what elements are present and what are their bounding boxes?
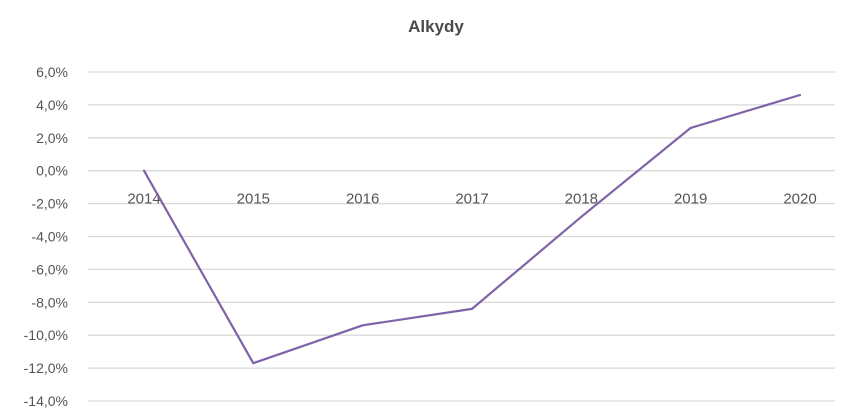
x-tick-label: 2018	[565, 191, 598, 208]
data-point	[688, 125, 693, 130]
x-tick-label: 2014	[127, 191, 160, 208]
series-layer	[142, 93, 803, 366]
y-tick-label: 2,0%	[36, 130, 68, 146]
data-point	[798, 93, 803, 98]
y-tick-label: -2,0%	[31, 196, 68, 212]
x-tick-label: 2017	[455, 191, 488, 208]
data-point	[360, 323, 365, 328]
y-tick-label: 0,0%	[36, 163, 68, 179]
x-axis-tick-labels: 2014 2015 2016 2017 2018 2019 2020	[127, 191, 816, 208]
data-point	[579, 214, 584, 219]
gridlines	[88, 71, 835, 402]
y-tick-label: -12,0%	[24, 360, 68, 376]
y-tick-label: 6,0%	[36, 64, 68, 80]
series-line	[142, 93, 802, 365]
data-point	[251, 361, 256, 366]
y-tick-label: -4,0%	[31, 229, 68, 245]
x-tick-label: 2016	[346, 191, 379, 208]
x-tick-label: 2019	[674, 191, 707, 208]
y-tick-label: -10,0%	[24, 327, 68, 343]
data-point	[142, 168, 147, 173]
x-tick-label: 2020	[783, 191, 816, 208]
data-point	[470, 306, 475, 311]
chart-title: Alkydy	[408, 17, 464, 36]
x-tick-label: 2015	[237, 191, 270, 208]
y-tick-label: -14,0%	[24, 393, 68, 408]
y-tick-label: 4,0%	[36, 97, 68, 113]
y-tick-label: -8,0%	[31, 294, 68, 310]
y-tick-label: -6,0%	[31, 261, 68, 277]
y-axis-tick-labels: 6,0% 4,0% 2,0% 0,0% -2,0% -4,0% -6,0% -8,0% -10,…	[24, 64, 68, 408]
